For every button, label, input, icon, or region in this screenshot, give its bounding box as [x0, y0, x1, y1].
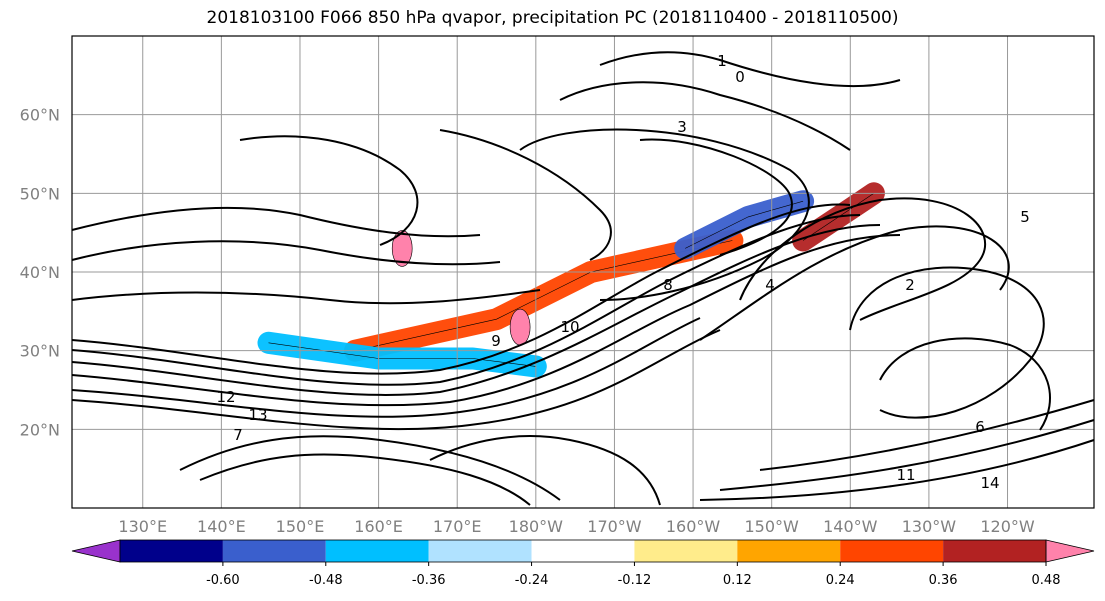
lon-tick-label: 160°E [354, 517, 403, 536]
colorbar-segment [325, 540, 429, 562]
lat-tick-label: 40°N [20, 263, 60, 282]
chart-title: 2018103100 F066 850 hPa qvapor, precipit… [206, 8, 899, 28]
contour-line-10 [849, 266, 1045, 419]
lon-tick-label: 140°E [197, 517, 246, 536]
contour-lines: 10 3 8 9 10 12 13 7 4 2 6 5 11 14 [71, 51, 1095, 506]
contour-label: 0 [735, 68, 745, 86]
contour-line-3 [71, 234, 901, 407]
colorbar-tick-label: 0.48 [1032, 573, 1061, 588]
contour-line-17 [429, 435, 661, 506]
contour-label: 14 [980, 474, 999, 492]
shaded-feature-edge-0 [354, 240, 733, 351]
contour-label: 13 [248, 406, 267, 424]
colorbar: -0.60 -0.48 -0.36 -0.24 -0.12 0.12 0.24 0.36 0.4… [71, 539, 1095, 588]
contour-line-21 [71, 240, 501, 266]
contour-line-19 [559, 81, 851, 151]
plot-frame [71, 35, 1095, 509]
contour-line-0 [71, 203, 851, 375]
colorbar-tick-label: -0.24 [515, 573, 549, 588]
shaded-feature-edge-2 [685, 200, 804, 249]
contour-line-11 [879, 337, 1051, 431]
lat-tick-label: 20°N [20, 420, 60, 439]
colorbar-segment [737, 540, 841, 562]
contour-label: 2 [905, 276, 915, 294]
shaded-feature-4 [391, 230, 413, 267]
contour-line-5 [71, 329, 721, 431]
colorbar-segment [840, 540, 944, 562]
colorbar-frame [119, 539, 1047, 563]
lat-tick-label: 60°N [20, 106, 60, 125]
colorbar-tick-label: 0.24 [826, 573, 855, 588]
contour-line-24 [439, 129, 612, 261]
lon-tick-label: 140°W [823, 517, 878, 536]
colorbar-segment [634, 540, 738, 562]
lon-tick-label: 150°E [276, 517, 325, 536]
lon-tick-label: 150°W [744, 517, 799, 536]
colorbar-extend-low [71, 539, 121, 563]
contour-line-8 [739, 197, 986, 321]
lon-tick-label: 130°E [118, 517, 167, 536]
colorbar-tick-label: -0.60 [206, 573, 240, 588]
lat-tick-label: 30°N [20, 342, 60, 361]
contour-label: 6 [975, 418, 985, 436]
contour-line-7 [639, 138, 793, 256]
contour-label: 5 [1020, 208, 1030, 226]
contour-line-23 [239, 135, 419, 246]
colorbar-extend-high [1045, 539, 1095, 563]
colorbar-segment [531, 540, 635, 562]
axes: 60°N 50°N 40°N 30°N 20°N 130°E 140°E 150°E 160°E… [20, 35, 1095, 536]
contour-line-20 [71, 206, 481, 238]
lon-tick-label: 130°W [902, 517, 957, 536]
contour-label: 7 [233, 426, 243, 444]
shaded-feature-5 [509, 308, 531, 346]
contour-label: 9 [491, 332, 501, 350]
colorbar-tick-label: -0.12 [618, 573, 652, 588]
contour-line-22 [71, 289, 541, 305]
contour-label: 4 [765, 276, 775, 294]
contour-line-13 [719, 419, 1095, 491]
lon-tick-label: 160°W [666, 517, 721, 536]
colorbar-tick-label: -0.48 [309, 573, 343, 588]
contour-line-4 [71, 317, 701, 418]
contour-line-14 [699, 439, 1095, 501]
contour-line-6 [519, 128, 810, 301]
colorbar-segment [428, 540, 532, 562]
colorbar-tick-label: -0.36 [412, 573, 446, 588]
contour-line-16 [199, 453, 531, 506]
contour-label: 11 [896, 466, 915, 484]
contour-label: 3 [677, 118, 687, 136]
lon-tick-label: 170°E [433, 517, 482, 536]
lon-tick-label: 180°W [509, 517, 564, 536]
colorbar-tick-label: 0.12 [723, 573, 752, 588]
contour-label: 10 [560, 318, 579, 336]
lat-tick-label: 50°N [20, 184, 60, 203]
colorbar-segment [943, 540, 1046, 562]
contour-line-15 [179, 435, 561, 501]
contour-line-18 [599, 51, 901, 88]
contour-line-2 [71, 224, 881, 396]
colorbar-segment [120, 540, 223, 562]
contour-line-12 [759, 399, 1095, 471]
contour-line-9 [699, 225, 1010, 341]
contour-label: 1 [717, 52, 727, 70]
lon-tick-label: 170°W [587, 517, 642, 536]
contour-label: 12 [216, 388, 235, 406]
contour-label: 8 [663, 276, 673, 294]
lon-tick-label: 120°W [980, 517, 1035, 536]
colorbar-segment [222, 540, 326, 562]
colorbar-tick-label: 0.36 [929, 573, 958, 588]
